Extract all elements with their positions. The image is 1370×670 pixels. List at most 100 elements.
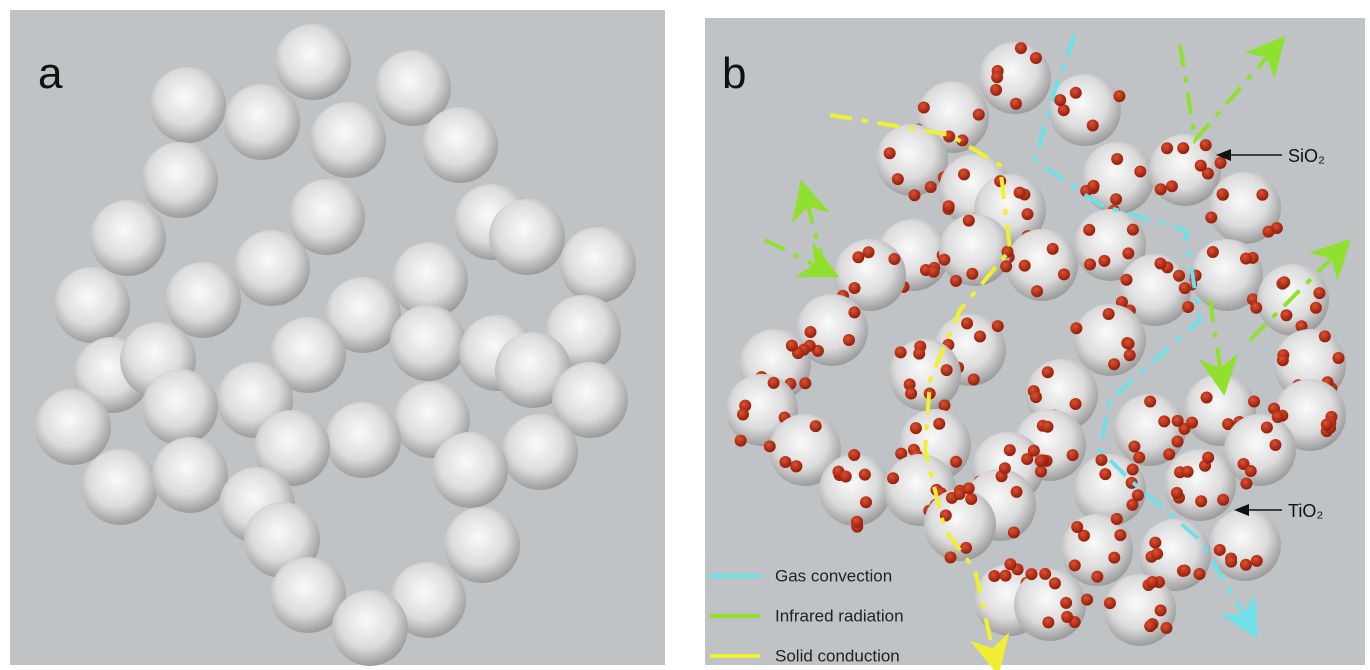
particle xyxy=(943,200,955,212)
sphere xyxy=(54,267,130,343)
particle xyxy=(840,470,852,482)
particle xyxy=(1120,274,1132,286)
particle xyxy=(1015,42,1027,54)
particle xyxy=(1217,188,1229,200)
particle xyxy=(1070,87,1082,99)
sphere xyxy=(165,262,241,338)
particle xyxy=(1146,576,1158,588)
particle xyxy=(1245,465,1257,477)
legend-entry: Infrared radiation xyxy=(775,606,904,625)
particle xyxy=(1069,559,1081,571)
particle xyxy=(1172,415,1184,427)
particle xyxy=(1124,349,1136,361)
particle xyxy=(892,173,904,185)
particle xyxy=(1280,309,1292,321)
particle xyxy=(895,346,907,358)
particle xyxy=(1083,224,1095,236)
particle xyxy=(950,275,962,287)
particle xyxy=(884,147,896,159)
particle xyxy=(1091,571,1103,583)
sphere xyxy=(432,432,508,508)
particle xyxy=(1071,521,1083,533)
particle xyxy=(1195,160,1207,172)
particle xyxy=(1010,98,1022,110)
particle xyxy=(852,251,864,263)
particle xyxy=(1008,526,1020,538)
sphere xyxy=(444,507,520,583)
particle xyxy=(1039,568,1051,580)
particle xyxy=(1195,495,1207,507)
particle xyxy=(1042,616,1054,628)
particle xyxy=(1084,258,1096,270)
particle xyxy=(1061,611,1073,623)
particle xyxy=(1200,139,1212,151)
particle xyxy=(1110,193,1122,205)
particle xyxy=(963,482,975,494)
particle xyxy=(1028,445,1040,457)
particle xyxy=(960,542,972,554)
particle xyxy=(1004,558,1016,570)
sphere xyxy=(325,402,401,478)
particle xyxy=(1030,391,1042,403)
particle xyxy=(1310,302,1322,314)
sphere xyxy=(310,102,386,178)
particle xyxy=(1215,157,1227,169)
particle xyxy=(1171,487,1183,499)
sphere xyxy=(1224,414,1296,486)
particle xyxy=(1263,226,1275,238)
particle xyxy=(1313,287,1325,299)
particle xyxy=(950,456,962,468)
callout: TiO₂ xyxy=(1288,501,1323,521)
particle xyxy=(1123,338,1135,350)
panel-label: b xyxy=(722,49,746,98)
particle xyxy=(1070,322,1082,334)
particle xyxy=(963,215,975,227)
sphere xyxy=(275,24,351,100)
particle xyxy=(764,440,776,452)
particle xyxy=(941,364,953,376)
particle xyxy=(938,254,950,266)
sphere xyxy=(1257,264,1329,336)
particle xyxy=(1122,247,1134,259)
sphere xyxy=(390,305,466,381)
particle xyxy=(1019,260,1031,272)
sphere xyxy=(234,230,310,306)
particle xyxy=(1070,398,1082,410)
particle xyxy=(1000,260,1012,272)
particle xyxy=(1248,395,1260,407)
particle xyxy=(1240,477,1252,489)
particle xyxy=(888,253,900,265)
page: {"panels": [ {"label": "a"}, {"label": "… xyxy=(0,0,1370,670)
particle xyxy=(1098,255,1110,267)
particle xyxy=(1321,418,1333,430)
particle xyxy=(1134,166,1146,178)
particle xyxy=(1035,465,1047,477)
particle xyxy=(1014,187,1026,199)
particle xyxy=(1250,302,1262,314)
particle xyxy=(810,420,822,432)
particle xyxy=(859,469,871,481)
particle xyxy=(1240,559,1252,571)
particle xyxy=(1158,415,1170,427)
particle xyxy=(1031,285,1043,297)
particle xyxy=(1030,52,1042,64)
particle xyxy=(1201,391,1213,403)
particle xyxy=(1179,282,1191,294)
particle xyxy=(1194,568,1206,580)
particle xyxy=(790,460,802,472)
particle xyxy=(1154,258,1166,270)
particle xyxy=(1207,246,1219,258)
particle xyxy=(1025,568,1037,580)
particle xyxy=(851,516,863,528)
particle xyxy=(966,268,978,280)
particle xyxy=(1088,180,1100,192)
particle xyxy=(1099,468,1111,480)
particle xyxy=(910,422,922,434)
particle xyxy=(1179,564,1191,576)
particle xyxy=(1035,455,1047,467)
particle xyxy=(1182,466,1194,478)
particle xyxy=(1128,440,1140,452)
particle xyxy=(918,101,930,113)
particle xyxy=(1149,537,1161,549)
particle xyxy=(1104,597,1116,609)
